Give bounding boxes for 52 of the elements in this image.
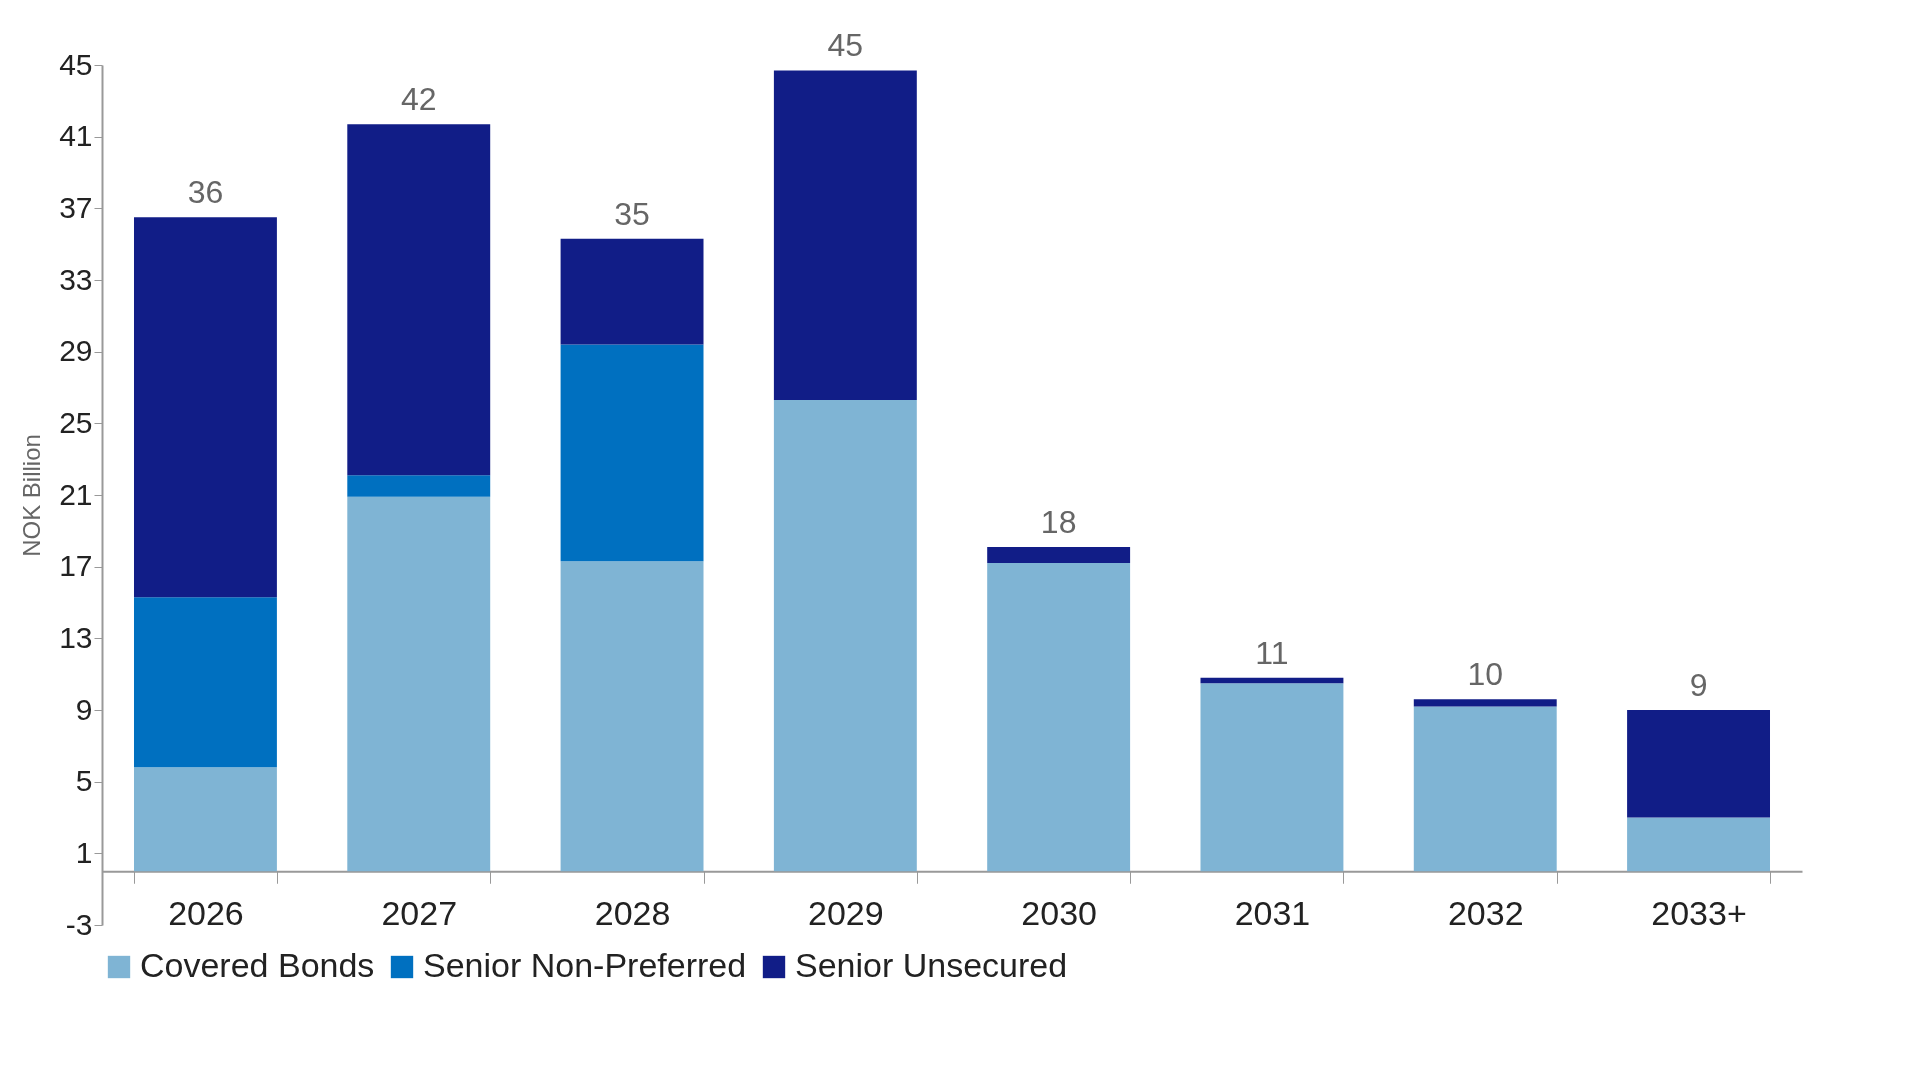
bar: [347, 496, 491, 872]
y-tick-label: 17: [59, 549, 93, 583]
total-label: 18: [1040, 503, 1077, 540]
y-tick-label: 21: [59, 477, 93, 511]
bar: [773, 400, 917, 872]
y-tick-label: 5: [75, 764, 93, 798]
y-tick-label: 1: [75, 835, 93, 869]
x-tick-label: 2030: [1021, 893, 1097, 932]
bar: [1200, 677, 1344, 684]
x-tick-label: 2033+: [1651, 893, 1747, 932]
bar: [773, 70, 917, 401]
total-label: 11: [1255, 634, 1289, 671]
y-axis-title: NOK Billion: [18, 434, 46, 557]
total-label: 35: [614, 195, 650, 232]
x-tick-label: 2029: [808, 893, 884, 932]
total-label: 45: [827, 27, 864, 64]
total-label: 10: [1467, 656, 1504, 693]
bar: [347, 475, 491, 497]
bar: [347, 124, 491, 476]
bar: [560, 238, 704, 345]
bar: [1413, 699, 1557, 707]
bar: [133, 217, 277, 598]
x-tick-label: 2026: [168, 893, 244, 932]
x-tick-label: 2027: [381, 893, 458, 932]
bar: [987, 546, 1131, 564]
y-tick-label: 45: [59, 47, 93, 81]
bar: [1627, 817, 1771, 872]
y-tick-label: 13: [59, 620, 93, 654]
bar: [1413, 706, 1557, 872]
y-tick-label: 37: [59, 190, 93, 224]
bar: [560, 561, 704, 872]
y-tick-label: 29: [59, 334, 93, 368]
y-tick-label: 9: [75, 692, 93, 726]
total-label: 36: [187, 174, 224, 211]
x-tick-label: 2028: [594, 893, 671, 932]
legend-label: Senior Unsecured: [795, 946, 1068, 984]
bar: [133, 597, 277, 768]
y-tick-label: 41: [59, 119, 93, 153]
legend-label: Senior Non-Preferred: [423, 946, 747, 984]
legend-label: Covered Bonds: [140, 946, 375, 984]
bar: [133, 767, 277, 872]
y-tick-label: 25: [59, 405, 93, 439]
bar: [987, 563, 1131, 872]
total-label: 42: [400, 81, 437, 118]
bar: [1200, 683, 1344, 872]
x-tick-label: 2031: [1234, 893, 1311, 932]
bar: [1627, 710, 1771, 818]
y-tick-label: -3: [65, 907, 93, 941]
y-tick-label: 33: [59, 262, 93, 296]
total-label: 9: [1689, 667, 1708, 703]
bar: [560, 344, 704, 562]
x-tick-label: 2032: [1447, 893, 1524, 932]
